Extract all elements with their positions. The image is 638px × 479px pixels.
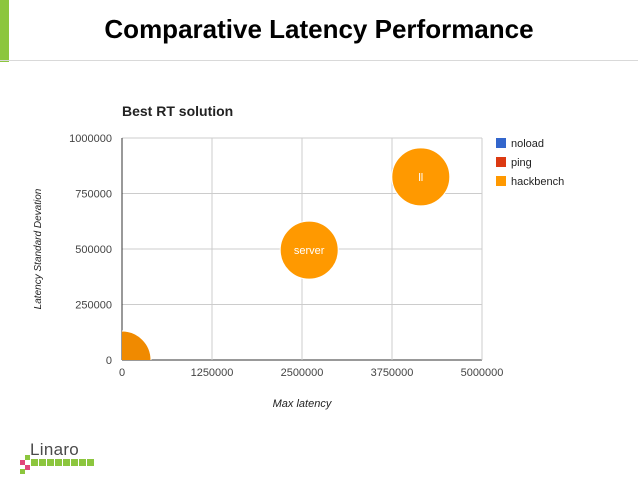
legend-label: noload [511, 138, 544, 150]
legend-swatch [496, 157, 506, 167]
x-tick-label: 1250000 [191, 367, 234, 379]
x-tick-label: 5000000 [461, 367, 504, 379]
chart-title: Best RT solution [122, 103, 233, 119]
bubble-label: server [294, 245, 325, 257]
y-tick-label: 500000 [75, 244, 112, 256]
bubble-point [122, 330, 152, 360]
x-axis-ticks: 0 1250000 2500000 3750000 5000000 [119, 367, 503, 379]
x-axis-label: Max latency [273, 398, 333, 410]
logo-stripe [31, 459, 94, 467]
bubble-series [122, 147, 451, 360]
legend-label: hackbench [511, 176, 564, 188]
accent-bar [0, 0, 9, 62]
slide-title: Comparative Latency Performance [104, 14, 534, 44]
y-tick-label: 750000 [75, 189, 112, 201]
x-tick-label: 2500000 [281, 367, 324, 379]
linaro-logo-icon [20, 455, 30, 474]
title-divider [0, 60, 638, 61]
bubble-label: ll [418, 172, 423, 184]
chart-legend: noload ping hackbench [496, 138, 564, 188]
legend-label: ping [511, 157, 532, 169]
bubble-point [391, 147, 451, 207]
legend-swatch [496, 138, 506, 148]
bubble-point [279, 220, 339, 280]
logo-text: Linaro [30, 440, 80, 459]
legend-swatch [496, 176, 506, 186]
x-tick-label: 3750000 [371, 367, 414, 379]
bubble-labels: server ll [294, 172, 423, 257]
y-tick-label: 1000000 [69, 133, 112, 145]
y-tick-label: 0 [106, 355, 112, 367]
y-axis-ticks: 0 250000 500000 750000 1000000 [69, 133, 112, 367]
y-tick-label: 250000 [75, 300, 112, 312]
x-tick-label: 0 [119, 367, 125, 379]
y-axis-label: Latency Standard Devation [33, 188, 44, 309]
